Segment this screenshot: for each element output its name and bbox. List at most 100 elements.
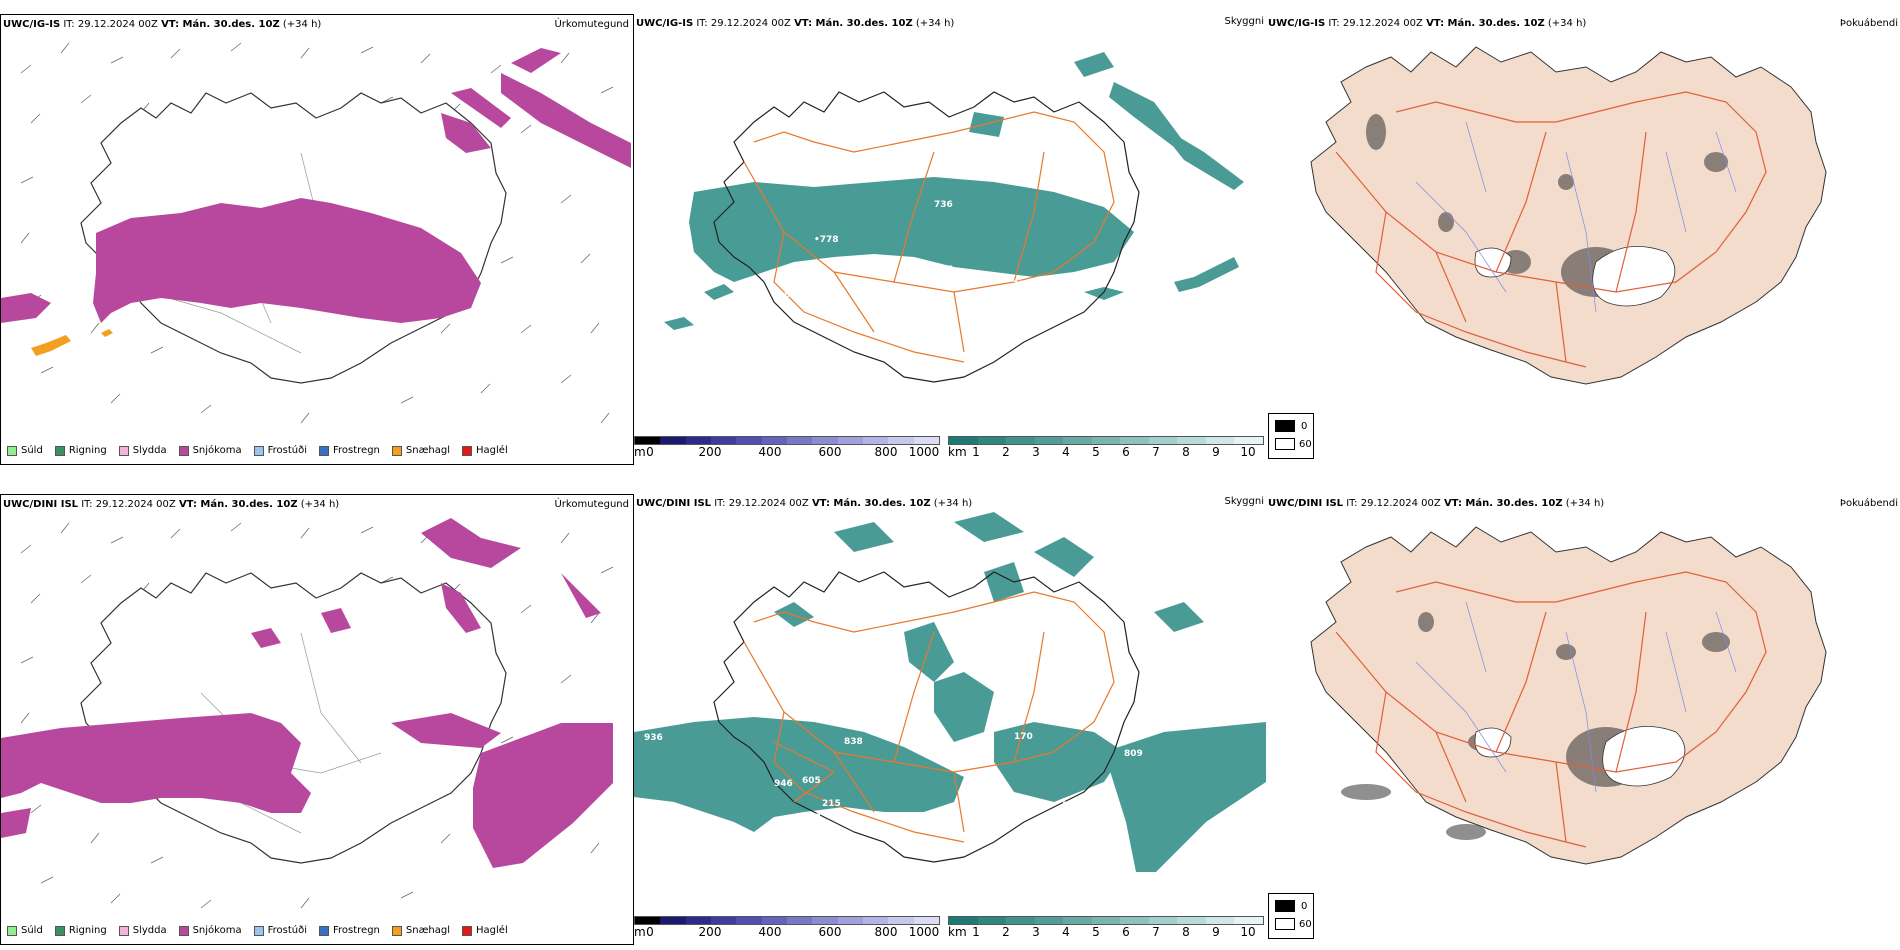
visibility-unit: km bbox=[948, 445, 967, 459]
ceiling-colorbar-scale bbox=[634, 436, 940, 445]
visibility-tick: 2 bbox=[1002, 925, 1010, 939]
ceiling-tick: 200 bbox=[698, 925, 722, 939]
legend-swatch bbox=[7, 925, 17, 936]
ceiling-tick: 800 bbox=[874, 925, 898, 939]
legend-item: Snjókoma bbox=[178, 925, 242, 936]
ceiling-colorbar: m 0 200 400 600 800 1000 bbox=[634, 916, 944, 942]
legend-item: Frostúði bbox=[253, 445, 307, 456]
visibility-tick: 3 bbox=[1032, 445, 1040, 459]
map-label: 63 bbox=[970, 667, 983, 677]
legend-swatch bbox=[462, 925, 473, 936]
legend-item: Súld bbox=[7, 445, 43, 456]
fog-legend-min: 0 bbox=[1301, 901, 1308, 912]
fog-legend-black bbox=[1275, 900, 1295, 912]
product-title: Úrkomutegund bbox=[554, 19, 629, 30]
visibility-panel-row2: UWC/DINI ISL IT: 29.12.2024 00Z VT: Mán.… bbox=[634, 494, 1266, 945]
visibility-tick: 10 bbox=[1240, 445, 1256, 459]
visibility-tick: 9 bbox=[1212, 925, 1220, 939]
visibility-tick: 5 bbox=[1092, 925, 1100, 939]
legend-swatch bbox=[7, 445, 17, 456]
map-label: 967 bbox=[934, 265, 953, 275]
map-label: 391 bbox=[1012, 280, 1031, 290]
precip-type-legend: Súld Rigning Slydda Snjókoma Frostúði Fr… bbox=[7, 925, 508, 936]
product-title: Skyggni bbox=[1224, 16, 1264, 27]
legend-item: Snæhagl bbox=[391, 925, 450, 936]
ceiling-tick: 800 bbox=[874, 445, 898, 459]
map-label: 101 bbox=[1062, 801, 1081, 811]
map-label: 215 bbox=[822, 799, 841, 809]
visibility-panel-row1: UWC/IG-IS IT: 29.12.2024 00Z VT: Mán. 30… bbox=[634, 14, 1266, 465]
legend-item: Súld bbox=[7, 925, 43, 936]
fog-legend-max: 60 bbox=[1299, 919, 1312, 930]
panel-header: UWC/DINI ISL IT: 29.12.2024 00Z VT: Mán.… bbox=[1268, 498, 1605, 509]
map-label: 858 bbox=[784, 290, 803, 300]
map-label: 946 bbox=[774, 779, 793, 789]
legend-swatch bbox=[391, 925, 402, 936]
ceiling-tick: 1000 bbox=[908, 445, 940, 459]
visibility-tick: 9 bbox=[1212, 445, 1220, 459]
legend-item: Frostúði bbox=[253, 925, 307, 936]
precip-type-legend: Súld Rigning Slydda Snjókoma Frostúði Fr… bbox=[7, 445, 508, 456]
panel-header: UWC/DINI ISL IT: 29.12.2024 00Z VT: Mán.… bbox=[636, 498, 973, 509]
legend-item: Haglél bbox=[462, 445, 508, 456]
visibility-tick: 8 bbox=[1182, 925, 1190, 939]
panel-header: UWC/IG-IS IT: 29.12.2024 00Z VT: Mán. 30… bbox=[636, 18, 955, 29]
fog-map bbox=[1310, 46, 1827, 385]
legend-item: Snæhagl bbox=[391, 445, 450, 456]
visibility-tick: 10 bbox=[1240, 925, 1256, 939]
ceiling-tick: 400 bbox=[758, 925, 782, 939]
iceland-outline bbox=[713, 91, 1140, 383]
map-label: 879 bbox=[906, 815, 925, 825]
precip-map bbox=[1, 42, 631, 424]
legend-swatch bbox=[253, 445, 264, 456]
panel-header: UWC/IG-IS IT: 29.12.2024 00Z VT: Mán. 30… bbox=[3, 19, 322, 30]
map-label: •778 bbox=[814, 235, 839, 245]
visibility-tick: 7 bbox=[1152, 445, 1160, 459]
visibility-tick: 5 bbox=[1092, 445, 1100, 459]
legend-swatch bbox=[54, 925, 65, 936]
map-label: 809 bbox=[1124, 749, 1143, 759]
ceiling-tick: 600 bbox=[818, 445, 842, 459]
iceland-land bbox=[1310, 46, 1827, 385]
fog-legend: 0 60 bbox=[1268, 893, 1314, 939]
fog-legend-black bbox=[1275, 420, 1295, 432]
legend-swatch bbox=[462, 445, 473, 456]
fog-panel-row1: UWC/IG-IS IT: 29.12.2024 00Z VT: Mán. 30… bbox=[1266, 14, 1900, 465]
product-title: Skyggni bbox=[1224, 496, 1264, 507]
legend-swatch bbox=[54, 445, 65, 456]
visibility-tick: 1 bbox=[972, 925, 980, 939]
panel-header: UWC/DINI ISL IT: 29.12.2024 00Z VT: Mán.… bbox=[3, 499, 340, 510]
ceiling-tick: 600 bbox=[818, 925, 842, 939]
visibility-colorbar: km 1 2 3 4 5 6 7 8 9 10 bbox=[948, 436, 1268, 462]
fog-legend-white bbox=[1275, 918, 1295, 930]
visibility-map: 936 838 605 946 215 528 879 170 809 101 … bbox=[634, 512, 1266, 872]
product-title: Þokuábendi bbox=[1839, 18, 1898, 29]
precip-map bbox=[1, 518, 614, 909]
legend-swatch bbox=[391, 445, 402, 456]
legend-item: Rigning bbox=[54, 925, 107, 936]
iceland-outline bbox=[713, 571, 1140, 863]
visibility-tick: 8 bbox=[1182, 445, 1190, 459]
visibility-tick: 2 bbox=[1002, 445, 1010, 459]
visibility-tick: 6 bbox=[1122, 445, 1130, 459]
ceiling-tick: 0 bbox=[646, 925, 654, 939]
visibility-tick: 4 bbox=[1062, 445, 1070, 459]
map-label: 936 bbox=[644, 733, 663, 743]
panel-header: UWC/IG-IS IT: 29.12.2024 00Z VT: Mán. 30… bbox=[1268, 18, 1587, 29]
visibility-colorbar: km 1 2 3 4 5 6 7 8 9 10 bbox=[948, 916, 1268, 942]
visibility-tick: 7 bbox=[1152, 925, 1160, 939]
legend-item: Rigning bbox=[54, 445, 107, 456]
visibility-tick: 1 bbox=[972, 445, 980, 459]
legend-item: Slydda bbox=[118, 445, 167, 456]
iceland-land bbox=[1310, 526, 1827, 865]
visibility-colorbar-scale bbox=[948, 916, 1264, 925]
map-label: 605 bbox=[802, 776, 821, 786]
ceiling-unit: m bbox=[634, 925, 646, 939]
ceiling-colorbar-scale bbox=[634, 916, 940, 925]
fog-panel-row2: UWC/DINI ISL IT: 29.12.2024 00Z VT: Mán.… bbox=[1266, 494, 1900, 945]
legend-item: Snjókoma bbox=[178, 445, 242, 456]
visibility-tick: 6 bbox=[1122, 925, 1130, 939]
fog-map bbox=[1310, 526, 1827, 865]
legend-swatch bbox=[118, 445, 129, 456]
fog-legend-min: 0 bbox=[1301, 421, 1308, 432]
